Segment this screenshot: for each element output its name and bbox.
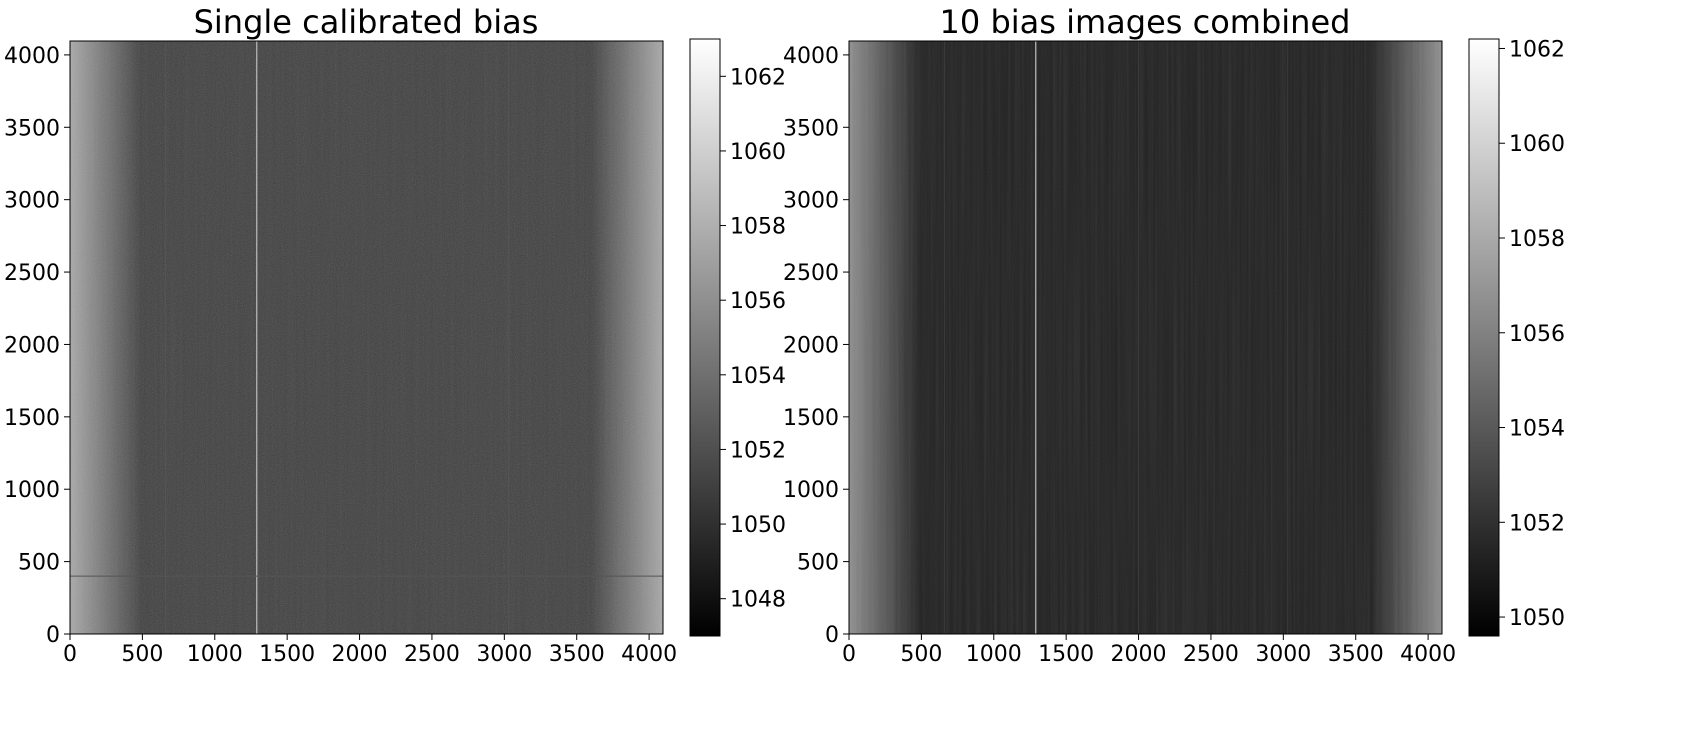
panel-single-calibrated-bias: Single calibrated bias 0 500 1000 1500 2000 2… (4, 3, 786, 667)
y-tick-label: 1500 (4, 406, 60, 431)
colorbar-tick-label: 1058 (1509, 227, 1565, 252)
y-tick-label: 500 (797, 551, 839, 576)
colorbar-tick-label: 1048 (730, 588, 786, 613)
x-tick-label: 3500 (1328, 642, 1384, 667)
y-tick-label: 4000 (783, 44, 839, 69)
x-tick-label: 1500 (259, 642, 315, 667)
x-tick-label: 4000 (621, 642, 677, 667)
y-axis: 0 500 1000 1500 2000 2500 3000 3500 4000 (4, 44, 70, 648)
colorbar-tick-label: 1056 (1509, 322, 1565, 347)
y-tick-label: 1000 (4, 478, 60, 503)
colorbar-tick-label: 1062 (730, 65, 786, 90)
y-tick-label: 0 (46, 623, 60, 648)
plot-frame (69, 40, 664, 635)
plot-frame (848, 40, 1443, 635)
image-column-pattern (849, 41, 1442, 634)
x-tick-label: 2000 (1111, 642, 1167, 667)
colorbar: 1048 1050 1052 1054 1056 1058 1060 1062 (689, 38, 786, 637)
colorbar-tick-label: 1060 (730, 140, 786, 165)
panel-combined-bias: 10 bias images combined 0 500 1000 1500 2000… (783, 3, 1565, 667)
y-tick-label: 1000 (783, 478, 839, 503)
y-tick-label: 500 (18, 551, 60, 576)
colorbar: 1050 1052 1054 1056 1058 1060 1062 (1468, 37, 1565, 637)
colorbar-tick-label: 1062 (1509, 37, 1565, 62)
x-tick-label: 1000 (187, 642, 243, 667)
x-tick-label: 500 (900, 642, 942, 667)
colorbar-tick-label: 1058 (730, 215, 786, 240)
colorbar-gradient (689, 38, 721, 637)
colorbar-tick-label: 1054 (1509, 417, 1565, 442)
y-tick-label: 2500 (783, 261, 839, 286)
y-tick-label: 4000 (4, 44, 60, 69)
y-tick-label: 1500 (783, 406, 839, 431)
x-tick-label: 3000 (476, 642, 532, 667)
chart-title: 10 bias images combined (940, 3, 1351, 41)
y-tick-label: 3000 (783, 189, 839, 214)
x-tick-label: 1500 (1038, 642, 1094, 667)
y-tick-label: 2500 (4, 261, 60, 286)
x-tick-label: 3000 (1255, 642, 1311, 667)
colorbar-gradient (1468, 38, 1500, 637)
colorbar-tick-label: 1056 (730, 289, 786, 314)
image-column-pattern (70, 41, 663, 634)
x-tick-label: 4000 (1400, 642, 1456, 667)
x-axis: 0 500 1000 1500 2000 2500 3000 3500 4000 (63, 634, 677, 667)
bias-image (70, 41, 663, 634)
colorbar-tick-label: 1050 (1509, 606, 1565, 631)
x-tick-label: 0 (63, 642, 77, 667)
chart-title: Single calibrated bias (194, 3, 539, 41)
y-tick-label: 3500 (4, 116, 60, 141)
x-tick-label: 1000 (966, 642, 1022, 667)
bias-image (849, 41, 1442, 634)
x-tick-label: 0 (842, 642, 856, 667)
colorbar-tick-label: 1050 (730, 513, 786, 538)
y-tick-label: 2000 (783, 333, 839, 358)
y-tick-label: 0 (825, 623, 839, 648)
y-tick-label: 2000 (4, 333, 60, 358)
x-axis: 0 500 1000 1500 2000 2500 3000 3500 4000 (842, 634, 1456, 667)
x-tick-label: 2000 (332, 642, 388, 667)
colorbar-tick-label: 1054 (730, 364, 786, 389)
x-tick-label: 2500 (404, 642, 460, 667)
colorbar-tick-label: 1052 (730, 438, 786, 463)
x-tick-label: 2500 (1183, 642, 1239, 667)
colorbar-tick-label: 1052 (1509, 511, 1565, 536)
colorbar-tick-label: 1060 (1509, 132, 1565, 157)
x-tick-label: 500 (121, 642, 163, 667)
y-tick-label: 3500 (783, 116, 839, 141)
y-tick-label: 3000 (4, 189, 60, 214)
y-axis: 0 500 1000 1500 2000 2500 3000 3500 4000 (783, 44, 849, 648)
x-tick-label: 3500 (549, 642, 605, 667)
